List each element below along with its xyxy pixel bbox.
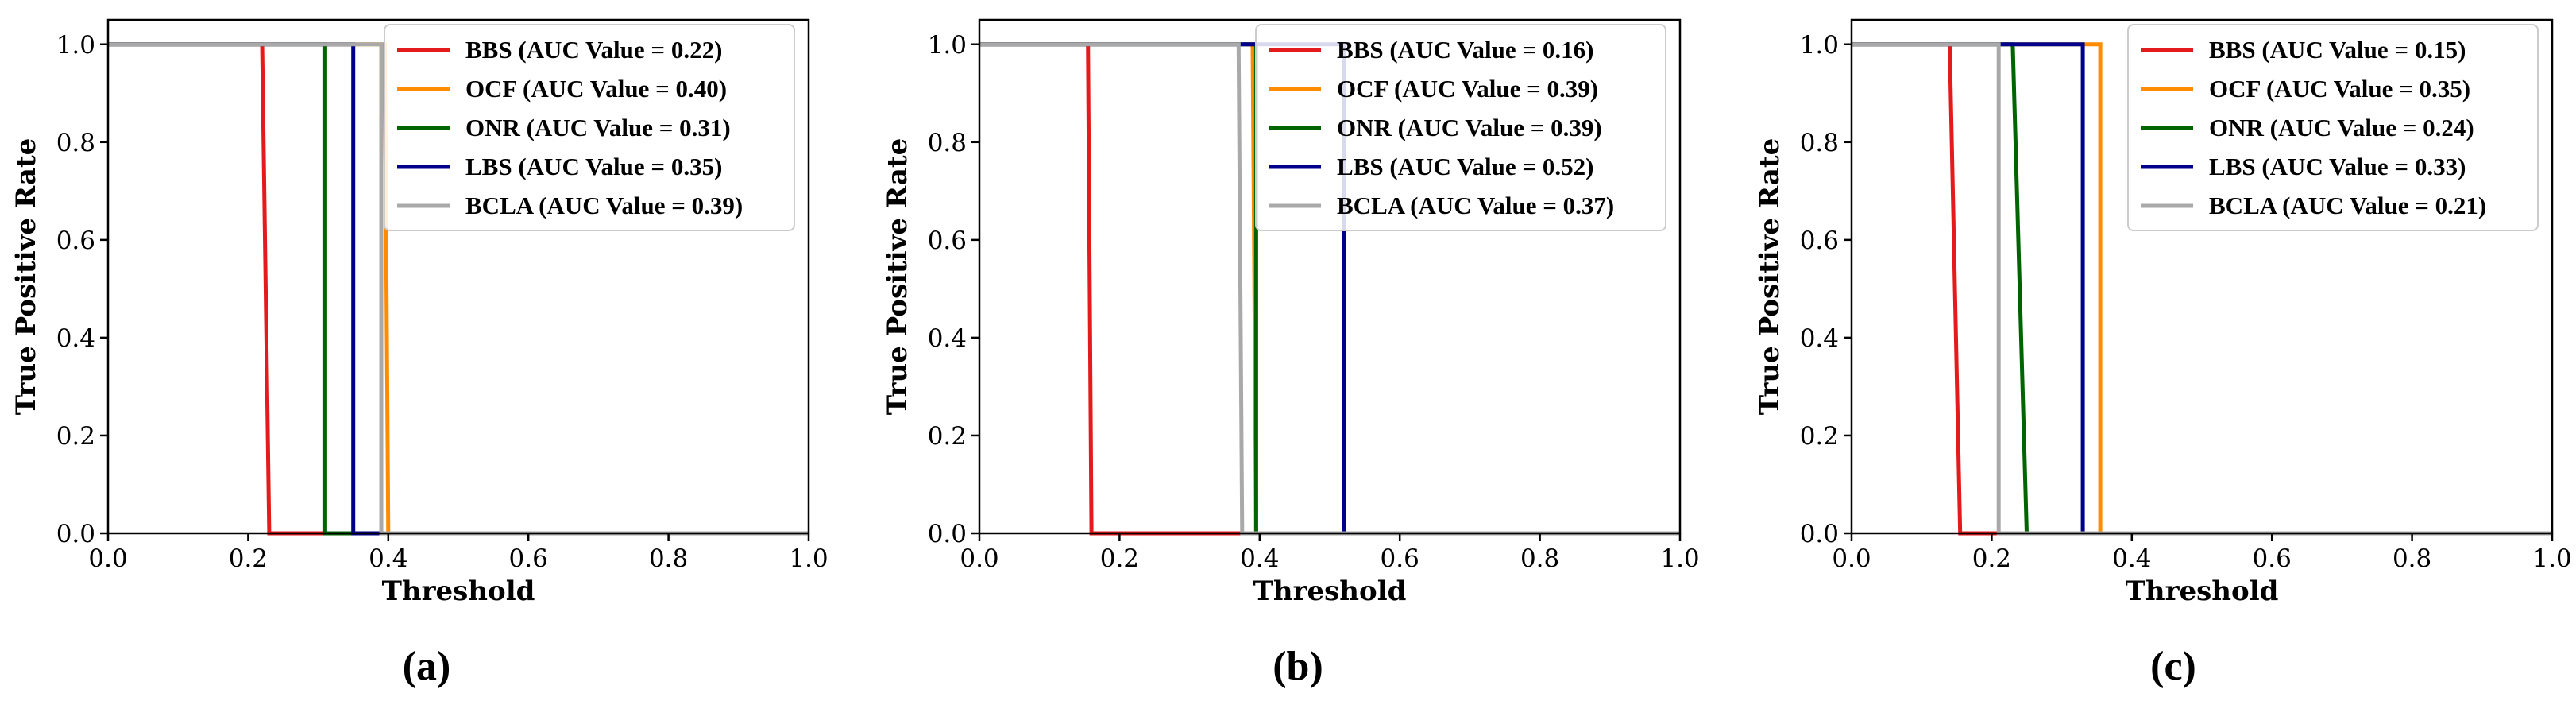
y-tick-label: 0.6 <box>1800 227 1839 255</box>
y-axis-label: True Positive Rate <box>1754 138 1786 416</box>
y-tick-label: 0.0 <box>56 520 95 548</box>
legend-entry-ocf: OCF (AUC Value = 0.40) <box>465 75 727 103</box>
panel-caption: (a) <box>403 644 451 689</box>
y-tick-label: 0.4 <box>928 324 967 353</box>
y-tick-label: 0.0 <box>1800 520 1839 548</box>
legend-entry-bbs: BBS (AUC Value = 0.16) <box>1337 36 1593 64</box>
x-tick-label: 0.8 <box>2393 544 2431 573</box>
chart-panel: 0.0 0.2 0.4 0.6 0.8 1.0 0.0 0.2 0.4 0.6 0.8 1.0 Thre… <box>882 18 1700 689</box>
legend: BBS (AUC Value = 0.16) OCF (AUC Value = 0… <box>1255 24 1666 231</box>
legend-entry-bbs: BBS (AUC Value = 0.15) <box>2209 36 2466 64</box>
x-tick-label: 0.0 <box>1832 544 1871 573</box>
plot-frame <box>978 18 1682 535</box>
x-tick-label: 0.2 <box>1972 544 2011 573</box>
x-tick-label: 1.0 <box>1660 544 1699 573</box>
y-tick-label: 0.8 <box>928 129 967 157</box>
legend-box <box>1255 24 1666 231</box>
legend-box <box>384 24 795 231</box>
x-tick-label: 0.4 <box>1240 544 1279 573</box>
y-tick-label: 1.0 <box>928 31 967 60</box>
y-tick-label: 0.2 <box>928 422 967 451</box>
plot-frame <box>106 18 810 535</box>
legend: BBS (AUC Value = 0.22) OCF (AUC Value = 0… <box>384 24 795 231</box>
y-tick-label: 0.0 <box>928 520 967 548</box>
x-tick-label: 0.4 <box>369 544 407 573</box>
y-tick-label: 1.0 <box>56 31 95 60</box>
x-axis-label: Threshold <box>2126 575 2279 607</box>
plot-frame <box>1850 18 2554 535</box>
legend-entry-onr: ONR (AUC Value = 0.31) <box>465 114 731 141</box>
legend-entry-lbs: LBS (AUC Value = 0.35) <box>465 153 722 180</box>
x-tick-label: 0.2 <box>1100 544 1139 573</box>
legend-entry-lbs: LBS (AUC Value = 0.33) <box>2209 153 2466 180</box>
y-axis-label: True Positive Rate <box>882 138 913 416</box>
legend-entry-bcla: BCLA (AUC Value = 0.39) <box>465 192 743 219</box>
x-tick-label: 0.8 <box>649 544 688 573</box>
x-tick-label: 1.0 <box>789 544 828 573</box>
legend-box <box>2127 24 2539 231</box>
legend-entry-bcla: BCLA (AUC Value = 0.37) <box>1337 192 1614 219</box>
y-tick-label: 0.2 <box>1800 422 1839 451</box>
y-tick-label: 0.6 <box>56 227 95 255</box>
y-tick-label: 0.6 <box>928 227 967 255</box>
x-tick-label: 1.0 <box>2532 544 2571 573</box>
legend-entry-onr: ONR (AUC Value = 0.39) <box>1337 114 1602 141</box>
x-tick-label: 0.6 <box>2253 544 2292 573</box>
x-axis-label: Threshold <box>1253 575 1407 607</box>
y-tick-label: 1.0 <box>1800 31 1839 60</box>
chart-panel: 0.0 0.2 0.4 0.6 0.8 1.0 0.0 0.2 0.4 0.6 0.8 1.0 Thre… <box>1754 18 2572 689</box>
x-axis-label: Threshold <box>382 575 535 607</box>
x-tick-label: 0.2 <box>229 544 268 573</box>
y-tick-label: 0.4 <box>1800 324 1839 353</box>
legend-entry-ocf: OCF (AUC Value = 0.39) <box>1337 75 1598 103</box>
y-tick-label: 0.8 <box>56 129 95 157</box>
x-tick-label: 0.6 <box>509 544 548 573</box>
legend-entry-ocf: OCF (AUC Value = 0.35) <box>2209 75 2470 103</box>
y-axis-label: True Positive Rate <box>10 138 42 416</box>
x-tick-label: 0.0 <box>88 544 127 573</box>
y-tick-label: 0.4 <box>56 324 95 353</box>
panel-caption: (b) <box>1273 644 1323 689</box>
x-tick-label: 0.6 <box>1381 544 1419 573</box>
x-tick-label: 0.0 <box>960 544 998 573</box>
y-tick-label: 0.8 <box>1800 129 1839 157</box>
x-tick-label: 0.4 <box>2112 544 2151 573</box>
legend: BBS (AUC Value = 0.15) OCF (AUC Value = 0… <box>2127 24 2539 231</box>
y-tick-label: 0.2 <box>56 422 95 451</box>
legend-entry-bbs: BBS (AUC Value = 0.22) <box>465 36 722 64</box>
legend-entry-lbs: LBS (AUC Value = 0.52) <box>1337 153 1593 180</box>
legend-entry-bcla: BCLA (AUC Value = 0.21) <box>2209 192 2486 219</box>
x-tick-label: 0.8 <box>1520 544 1559 573</box>
legend-entry-onr: ONR (AUC Value = 0.24) <box>2209 114 2474 141</box>
chart-panel: 0.0 0.2 0.4 0.6 0.8 1.0 0.0 0.2 0.4 0.6 0.8 1.0 Thre… <box>10 18 828 689</box>
panel-caption: (c) <box>2150 644 2196 689</box>
